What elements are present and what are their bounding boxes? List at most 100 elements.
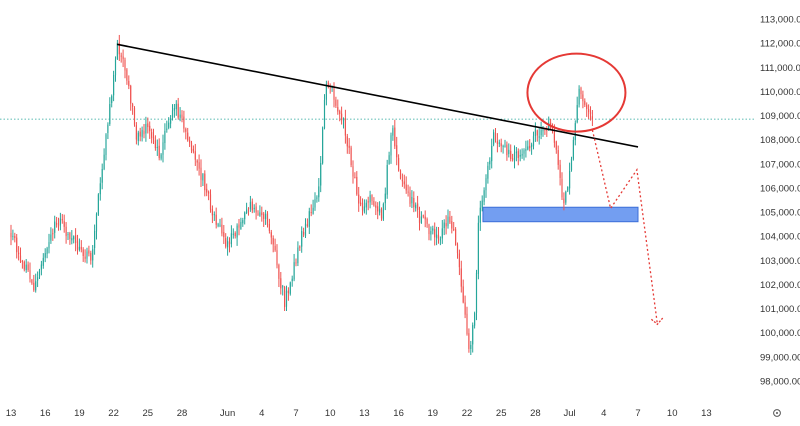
candle-body — [388, 155, 390, 164]
candle-body — [352, 166, 354, 177]
candle-body — [251, 201, 253, 211]
time-tick-label: 10 — [325, 408, 336, 419]
candle-body — [584, 101, 586, 105]
candle-body — [259, 212, 261, 216]
candle-body — [403, 181, 405, 185]
candle-body — [384, 193, 386, 204]
candle-body — [18, 252, 20, 255]
highlight-circle — [526, 52, 627, 133]
candle-body — [247, 208, 250, 210]
candle-body — [265, 213, 267, 220]
candle-body — [160, 154, 162, 159]
candle-body — [118, 42, 120, 55]
time-tick-label: 4 — [259, 408, 264, 419]
candle-body — [141, 129, 143, 137]
time-tick-label: 22 — [108, 408, 119, 419]
candle-body — [477, 222, 479, 274]
candle-body — [363, 206, 365, 212]
candle-body — [293, 262, 295, 280]
candle-body — [76, 241, 79, 250]
time-tick-label: 13 — [701, 408, 712, 419]
candle-body — [392, 128, 394, 136]
candle-body — [71, 238, 73, 241]
candle-body — [308, 211, 310, 227]
candle-body — [325, 83, 327, 100]
candle-body — [19, 255, 22, 262]
candle-body — [151, 132, 153, 138]
candle-body — [113, 74, 115, 96]
candles-layer — [10, 34, 593, 355]
candle-body — [333, 85, 335, 100]
time-tick-label: 10 — [667, 408, 678, 419]
candle-body — [285, 290, 288, 307]
candle-body — [211, 208, 213, 216]
candle-body — [25, 264, 27, 270]
candle-body — [236, 225, 238, 238]
price-axis[interactable]: 98,000.00 99,000.00 100,000.00 101,000.00 10… — [760, 15, 800, 388]
candle-body — [510, 150, 512, 160]
candle-body — [255, 206, 257, 213]
candle-body — [394, 127, 396, 147]
candle-body — [234, 232, 236, 237]
candle-body — [14, 235, 16, 239]
candle-body — [316, 197, 318, 199]
candle-body — [278, 265, 280, 279]
candle-body — [475, 272, 478, 313]
candle-body — [322, 127, 324, 164]
candle-body — [213, 214, 215, 216]
candle-body — [107, 124, 109, 134]
candle-body — [436, 234, 438, 239]
candle-body — [439, 239, 441, 241]
candle-body — [542, 128, 544, 132]
time-tick-label: 19 — [428, 408, 439, 419]
price-tick-label: 110,000.00 — [760, 87, 800, 98]
candle-body — [223, 232, 225, 238]
candle-body — [342, 118, 345, 121]
candle-body — [506, 144, 508, 156]
time-tick-label: Jun — [220, 408, 235, 419]
candle-body — [434, 229, 436, 238]
candle-body — [208, 191, 210, 194]
candle-body — [580, 87, 582, 95]
price-tick-label: 112,000.00 — [760, 39, 800, 50]
candle-body — [263, 213, 265, 219]
candle-body — [109, 104, 111, 124]
candle-body — [88, 250, 90, 254]
time-tick-label: 25 — [143, 408, 154, 419]
candle-body — [166, 128, 168, 130]
candle-body — [534, 129, 536, 136]
time-axis[interactable]: 13 16 19 22 25 28 Jun 4 7 10 13 16 19 22 25 28 Jul 4 7 10 13 — [6, 408, 712, 419]
candle-body — [173, 108, 175, 111]
candle-body — [122, 56, 124, 60]
candle-body — [270, 232, 272, 238]
candle-body — [432, 228, 434, 231]
candle-body — [379, 208, 381, 213]
candle-body — [314, 199, 316, 208]
price-tick-label: 113,000.00 — [760, 15, 800, 26]
candle-body — [268, 223, 270, 231]
candle-body — [344, 118, 346, 136]
candle-body — [156, 146, 158, 148]
candle-body — [420, 216, 422, 224]
candle-body — [86, 251, 88, 259]
candle-body — [114, 59, 117, 76]
candle-body — [56, 223, 58, 225]
candle-body — [240, 221, 242, 230]
candle-body — [485, 178, 487, 191]
candle-body — [190, 142, 193, 151]
settings-icon[interactable] — [773, 409, 781, 417]
candle-body — [529, 145, 531, 149]
candle-body — [253, 207, 255, 210]
candle-body — [135, 125, 137, 140]
candle-body — [523, 150, 525, 154]
candle-body — [187, 132, 189, 141]
candle-body — [228, 241, 231, 245]
candle-body — [280, 278, 282, 289]
price-tick-label: 111,000.00 — [760, 63, 800, 74]
candle-body — [301, 231, 303, 247]
candle-body — [517, 151, 519, 158]
candle-body — [206, 188, 208, 193]
price-tick-label: 102,000.00 — [760, 280, 800, 291]
candle-body — [493, 132, 495, 145]
